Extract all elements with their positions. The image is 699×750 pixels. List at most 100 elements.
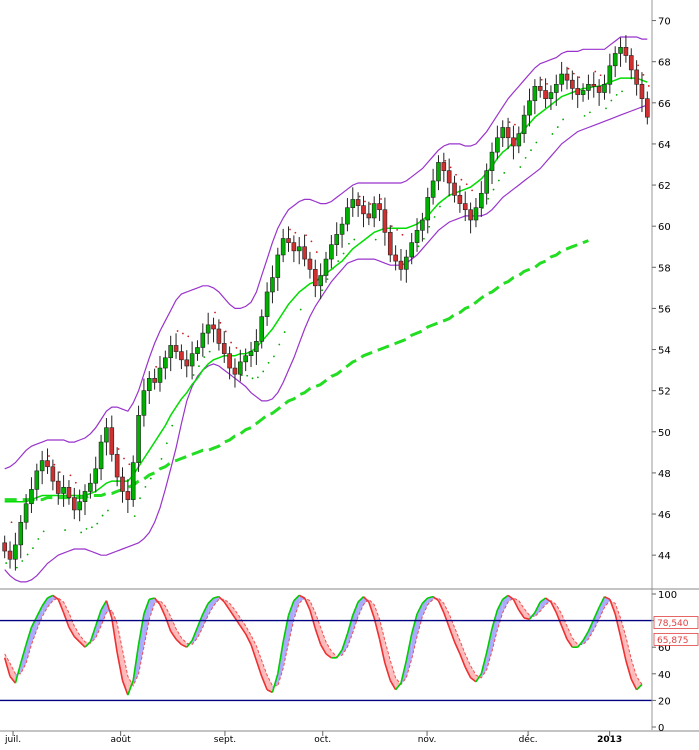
- y-tick-label: 68: [658, 58, 671, 69]
- stochastic-segment: [47, 594, 54, 599]
- sar-dot: [273, 355, 275, 358]
- candle-body: [371, 203, 377, 219]
- sar-dot: [428, 225, 431, 228]
- candle-body: [387, 232, 393, 256]
- sar-dot: [353, 238, 356, 241]
- candle-body: [29, 489, 34, 505]
- sar-dot: [535, 141, 538, 144]
- candle-body: [125, 491, 131, 500]
- candle-body: [39, 460, 45, 472]
- stochastic-segment: [528, 612, 536, 620]
- sar-dot: [219, 321, 222, 324]
- sar-dot: [589, 111, 591, 114]
- candle-body: [312, 269, 318, 287]
- candle-body: [275, 254, 281, 278]
- oscillator-fill: [384, 640, 391, 681]
- candle-body: [452, 182, 457, 196]
- oscillator-fill: [593, 607, 600, 630]
- sar-dot: [487, 197, 490, 200]
- candle-body: [259, 316, 265, 342]
- candle-body: [291, 242, 297, 252]
- oscillator-fill: [288, 600, 294, 644]
- candle-body: [505, 127, 511, 139]
- stochastic-segment: [598, 596, 606, 608]
- candle-body: [120, 476, 125, 492]
- oscillator-fill: [256, 645, 262, 677]
- candle-body: [195, 347, 200, 354]
- sar-dot: [10, 521, 13, 524]
- candle-body: [302, 246, 307, 260]
- candle-body: [34, 470, 40, 490]
- stochastic-segment: [137, 613, 145, 645]
- sar-dot: [578, 76, 581, 79]
- candle-body: [361, 205, 366, 215]
- candle-body: [612, 53, 618, 67]
- sar-dot: [455, 173, 457, 176]
- osc-tick-label: 0: [658, 723, 664, 734]
- sar-dot: [642, 73, 645, 76]
- sar-dot: [198, 365, 200, 368]
- oscillator-fill: [170, 616, 177, 640]
- candle-body: [377, 203, 382, 211]
- oscillator-fill: [395, 677, 401, 690]
- stochastic-segment: [545, 597, 552, 603]
- candle-body: [441, 162, 447, 171]
- oscillator-fill: [229, 603, 235, 618]
- oscillator-fill: [95, 609, 102, 638]
- y-tick-label: 64: [658, 140, 671, 151]
- stochastic-segment: [448, 626, 456, 643]
- stochastic-segment: [604, 595, 611, 601]
- sar-dot: [530, 149, 532, 152]
- oscillator-fill: [347, 615, 353, 648]
- sar-dot: [283, 331, 286, 333]
- x-tick-label: 2013: [597, 735, 622, 745]
- sar-dot: [15, 566, 18, 569]
- candle-body: [13, 544, 18, 560]
- candle-body: [146, 378, 152, 391]
- sar-dot: [594, 70, 597, 73]
- sar-dot: [621, 90, 623, 93]
- oscillator-fill: [379, 619, 385, 664]
- oscillator-fill: [352, 601, 359, 633]
- stochastic-segment: [164, 616, 172, 632]
- sar-dot: [508, 121, 511, 124]
- sar-dot: [187, 335, 190, 338]
- candle-body: [511, 137, 516, 147]
- stochastic-segment: [213, 595, 220, 599]
- oscillator-fill: [101, 600, 107, 626]
- candle-body: [55, 480, 61, 494]
- sar-dot: [230, 341, 233, 344]
- candle-body: [366, 213, 372, 219]
- candle-body: [350, 199, 356, 208]
- oscillator-fill: [36, 605, 43, 630]
- oscillator-fill: [117, 623, 123, 681]
- stochastic-segment: [394, 682, 402, 691]
- candle-body: [543, 90, 548, 99]
- stochastic-segment: [19, 644, 27, 664]
- x-tick-label: sept.: [214, 735, 236, 745]
- sar-dot: [133, 515, 136, 517]
- stochastic-segment: [282, 615, 290, 643]
- candle-body: [270, 277, 275, 293]
- candle-body: [221, 343, 227, 354]
- sar-dot: [214, 311, 216, 314]
- candle-body: [548, 92, 554, 99]
- candle-body: [163, 357, 168, 369]
- sar-dot: [519, 166, 522, 168]
- stochastic-segment: [159, 604, 167, 617]
- oscillator-fill: [320, 627, 326, 654]
- candle-body: [623, 46, 629, 56]
- stochastic-segment: [496, 598, 504, 611]
- oscillator-fill: [566, 625, 573, 648]
- sar-dot: [32, 547, 34, 550]
- oscillator-fill: [492, 609, 498, 652]
- sar-dot: [53, 463, 56, 466]
- stochastic-segment: [325, 653, 332, 659]
- stochastic-segment: [127, 680, 134, 696]
- sar-dot: [128, 463, 131, 466]
- oscillator-fill: [427, 596, 434, 605]
- sar-dot: [551, 133, 554, 135]
- candle-body: [50, 466, 56, 482]
- bollinger-lower-line: [4, 104, 648, 583]
- sar-dot: [64, 529, 66, 531]
